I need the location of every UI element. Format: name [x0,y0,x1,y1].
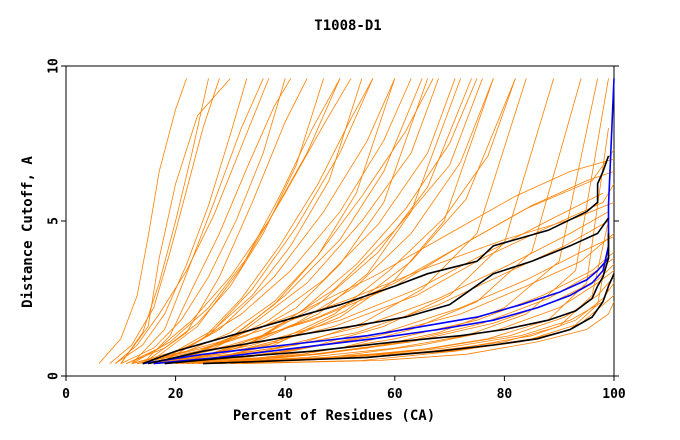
series-line-model-45 [142,158,615,364]
x-tick-label: 100 [602,387,626,402]
x-axis-label: Percent of Residues (CA) [233,408,435,424]
series-line-model-14 [175,78,598,364]
series-line-blue-curve-2 [153,245,610,365]
series-line-model-42 [159,78,396,364]
series-line-model-30 [191,251,615,364]
series-line-model-56 [159,78,374,364]
series-line-model-01 [98,78,187,364]
series-line-model-43 [169,78,439,364]
series-line-model-33 [131,78,352,364]
series-line-model-27 [170,220,609,364]
series-line-model-46 [153,171,615,364]
y-tick-label: 5 [47,217,62,225]
series-line-model-29 [181,233,615,364]
series-line-model-20 [142,78,308,364]
series-line-best-envelope [142,155,610,365]
y-axis-label: Distance Cutoff, A [20,156,36,308]
series-line-model-03 [115,78,248,364]
series-line-model-19 [120,78,231,364]
series-line-model-07 [131,78,396,364]
series-line-model-21 [153,78,374,364]
x-tick-label: 0 [62,387,70,402]
series-line-model-48 [175,211,609,364]
series-line-model-59 [191,78,516,364]
series-line-model-04 [120,78,286,364]
series-line-model-58 [180,78,478,364]
series-line-model-50 [202,264,615,364]
y-tick-label: 0 [47,372,62,380]
chart-title: T1008-D1 [314,18,381,34]
series-line-model-60 [120,78,209,364]
series-line-model-13 [164,78,582,364]
series-layer [98,78,615,365]
series-line-model-35 [153,78,456,364]
series-line-model-41 [147,78,341,364]
series-line-model-54 [241,301,615,364]
tick-layer: 0 20 40 60 80 100 0 5 10 [47,58,626,402]
x-tick-label: 40 [277,387,293,402]
series-line-model-55 [142,78,292,364]
series-line-model-37 [197,257,615,364]
x-tick-label: 60 [387,387,403,402]
series-line-model-02 [109,78,220,364]
series-line-model-31 [115,78,270,364]
series-line-model-47 [164,192,604,364]
series-line-lowest-curve [202,273,615,365]
series-line-model-49 [186,236,615,364]
series-line-model-40 [131,78,264,364]
series-line-model-25 [148,149,615,364]
series-line-second-curve [148,217,610,365]
x-tick-label: 80 [497,387,513,402]
y-tick-label: 10 [47,58,62,74]
x-tick-label: 20 [168,387,184,402]
series-line-model-09 [137,78,461,364]
series-line-model-57 [169,78,434,364]
series-line-model-10 [142,78,494,364]
series-line-third-curve [164,233,610,365]
